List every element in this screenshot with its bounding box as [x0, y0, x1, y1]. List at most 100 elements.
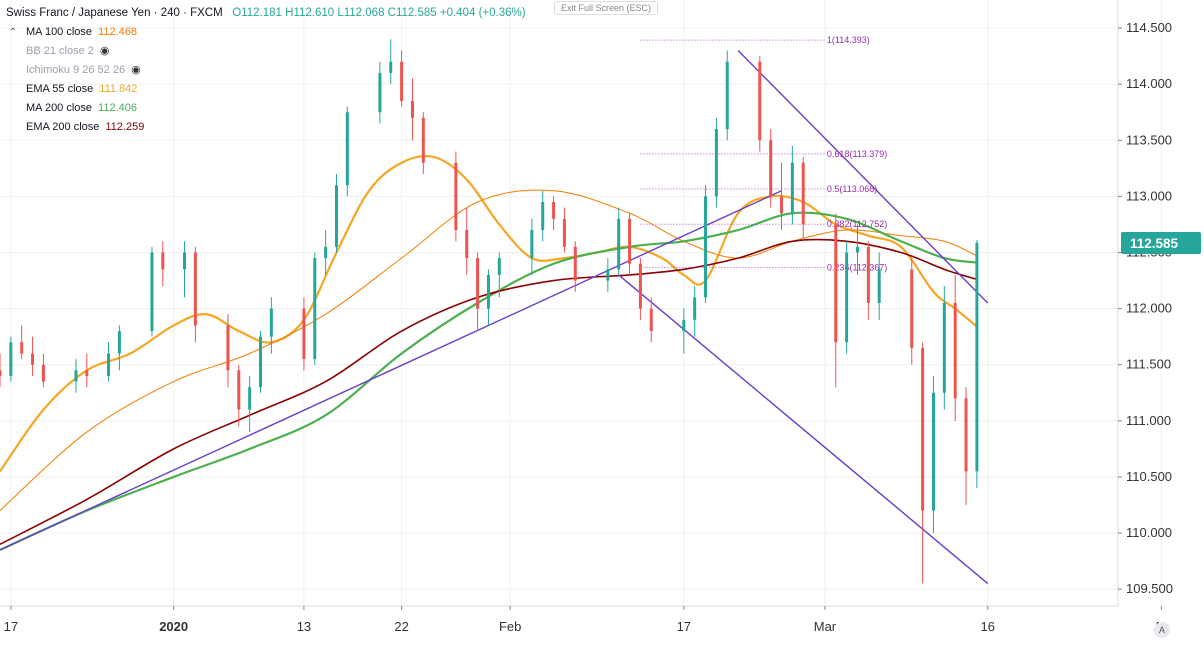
fibonacci-retracement: 1(114.393) 0.618(113.379) 0.5(113.066) 0.38… [640, 35, 887, 272]
channel-lower-trendline [618, 274, 989, 585]
auto-scale-button[interactable]: A [1154, 622, 1170, 638]
indicator-value: 112.259 [105, 121, 145, 133]
y-tick-label: 112.000 [1126, 301, 1172, 316]
current-price-label: 112.585 [1130, 236, 1179, 251]
candle-body [953, 303, 957, 399]
candle-body [454, 162, 458, 231]
candle-body [638, 263, 642, 309]
candle-body [845, 252, 849, 343]
channel-upper-trendline [737, 50, 989, 304]
candle-body [628, 218, 632, 264]
series-line-ma-200-close [0, 211, 978, 551]
candle-body [117, 331, 121, 354]
candle-body [693, 297, 697, 320]
y-tick-label: 111.000 [1126, 413, 1171, 428]
candle-body [617, 218, 621, 270]
exit-full-screen-button[interactable]: Exit Full Screen (ESC) [554, 1, 659, 15]
candle-body [421, 117, 425, 163]
candle-body [562, 218, 566, 247]
indicator-row[interactable]: EMA 55 close 111.842 [6, 80, 526, 99]
fib-level-label: 1(114.393) [827, 35, 870, 45]
y-tick-label: 113.000 [1126, 188, 1172, 203]
x-tick-label: Mar [814, 619, 837, 634]
indicator-row[interactable]: EMA 200 close 112.259 [6, 118, 526, 137]
x-tick-label: 17 [4, 619, 18, 634]
candle-body [410, 101, 414, 118]
candle-body [649, 308, 653, 332]
indicator-row[interactable]: BB 21 close 2 ◉ [6, 42, 526, 61]
candle-body [714, 129, 718, 197]
symbol-header: Swiss Franc / Japanese Yen · 240 · FXCM … [6, 4, 526, 23]
candle-body [877, 269, 881, 303]
hidden-eye-icon[interactable]: ◉ [131, 64, 141, 76]
indicator-label: MA 200 close [26, 102, 93, 114]
candle-body [161, 252, 165, 270]
candle-body [389, 61, 393, 73]
chart-legend: Swiss Franc / Japanese Yen · 240 · FXCM … [6, 4, 526, 137]
candle-body [866, 246, 870, 303]
indicator-label: MA 100 close [26, 26, 93, 38]
collapse-icon[interactable]: ⌃ [8, 27, 18, 38]
candle-body [20, 342, 24, 354]
candle-body [704, 196, 708, 298]
indicator-label: BB 21 close 2 [26, 45, 94, 57]
ohlc-values: O112.181 H112.610 L112.068 C112.585 +0.4… [232, 7, 526, 19]
candle-body [31, 353, 35, 365]
candle-body [0, 370, 2, 376]
y-tick-label: 110.500 [1126, 469, 1172, 484]
support-trendline [0, 190, 782, 551]
current-price-box [1121, 231, 1201, 254]
indicator-row[interactable]: MA 200 close 112.406 [6, 99, 526, 118]
candle-body [248, 387, 252, 410]
candle-body [313, 258, 317, 360]
candle-body [85, 370, 89, 376]
candle-body [74, 370, 78, 382]
candle-body [465, 230, 469, 259]
y-tick-label: 110.000 [1126, 525, 1172, 540]
indicator-row[interactable]: Ichimoku 9 26 52 26 ◉ [6, 61, 526, 80]
candles [0, 39, 979, 584]
candle-body [964, 398, 968, 472]
candle-body [855, 246, 859, 253]
candle-body [9, 342, 13, 376]
candle-body [606, 269, 610, 281]
candle-body [150, 252, 154, 332]
candle-body [530, 230, 534, 259]
fib-level-label: 0.618(113.379) [827, 149, 887, 159]
candle-body [910, 269, 914, 348]
candle-body [801, 162, 805, 225]
candle-body [269, 308, 273, 337]
candle-body [334, 185, 338, 247]
candle-body [942, 303, 946, 393]
indicator-row[interactable]: ⌃ MA 100 close 112.468 [6, 23, 526, 42]
indicator-label: EMA 200 close [26, 121, 100, 133]
candle-body [302, 308, 306, 360]
candle-body [193, 252, 197, 326]
indicator-value: 112.406 [98, 102, 137, 114]
candle-body [573, 246, 577, 281]
candle-body [769, 140, 773, 197]
x-tick-label: 2020 [159, 619, 188, 634]
indicator-label: Ichimoku 9 26 52 26 [26, 64, 126, 76]
candle-body [780, 196, 784, 214]
fib-level-label: 0.382(112.752) [827, 219, 887, 229]
y-tick-label: 111.500 [1126, 357, 1171, 372]
series-line-ma-100-close [0, 189, 978, 511]
candle-body [324, 246, 328, 259]
y-tick-label: 113.500 [1126, 132, 1172, 147]
candle-body [345, 112, 349, 186]
symbol-name[interactable]: Swiss Franc / Japanese Yen · 240 · FXCM [6, 7, 223, 19]
candle-body [931, 392, 935, 511]
candle-body [237, 370, 241, 410]
x-tick-label: 22 [394, 619, 408, 634]
candle-body [41, 364, 45, 382]
indicator-list: ⌃ MA 100 close 112.468 BB 21 close 2 ◉ Ichimo… [6, 23, 526, 137]
hidden-eye-icon[interactable]: ◉ [99, 45, 110, 57]
indicator-value: 111.842 [99, 83, 138, 95]
y-tick-label: 114.000 [1126, 76, 1172, 91]
x-tick-label: Feb [499, 619, 521, 634]
candle-body [226, 325, 230, 371]
candle-body [552, 202, 556, 219]
fib-level-label: 0.5(113.066) [827, 184, 877, 194]
